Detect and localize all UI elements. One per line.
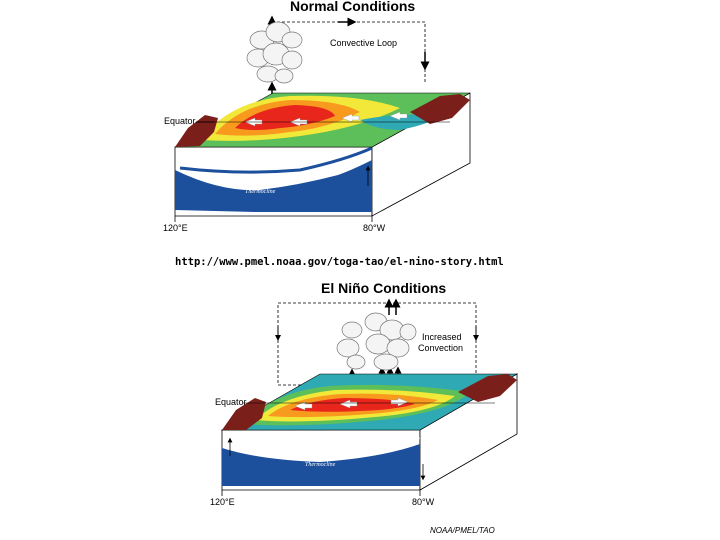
elnino-thermocline-label: Thermocline — [305, 462, 336, 468]
elnino-convection-line2: Convection — [418, 343, 463, 353]
elnino-equator-label: Equator — [215, 397, 247, 407]
credit-label: NOAA/PMEL/TAO — [430, 526, 495, 535]
source-url: http://www.pmel.noaa.gov/toga-tao/el-nin… — [175, 256, 504, 268]
normal-lon-east: 80°W — [363, 223, 386, 233]
elnino-wind-arrows — [294, 397, 409, 411]
normal-land-west — [175, 115, 218, 147]
elnino-thermocline-cold-layer — [222, 444, 420, 486]
normal-title: Normal Conditions — [290, 0, 415, 14]
elnino-lon-west: 120°E — [210, 497, 235, 507]
normal-convection-cloud — [246, 21, 303, 84]
elnino-title: El Niño Conditions — [321, 280, 446, 296]
normal-thermocline-label: Thermocline — [245, 189, 276, 195]
elnino-convection-cloud — [336, 312, 417, 371]
elnino-land-east — [458, 374, 517, 402]
convective-loop-label: Convective Loop — [330, 38, 397, 48]
elnino-lon-east: 80°W — [412, 497, 435, 507]
normal-equator-label: Equator — [164, 116, 196, 126]
normal-lon-west: 120°E — [163, 223, 188, 233]
normal-thermocline-cold-layer — [175, 160, 372, 212]
elnino-land-west — [222, 398, 266, 430]
normal-land-east — [410, 94, 470, 124]
normal-conditions-panel: Normal Conditions Convective Loop — [163, 0, 471, 233]
elnino-conditions-panel: El Niño Conditions Increased Convection — [210, 280, 519, 507]
elnino-convection-line1: Increased — [422, 332, 462, 342]
